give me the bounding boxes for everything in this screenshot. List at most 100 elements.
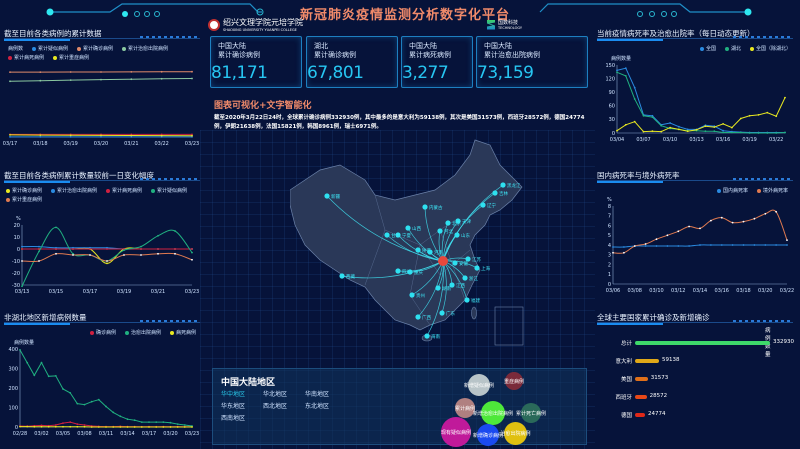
- data-point[interactable]: [191, 133, 193, 136]
- data-point[interactable]: [130, 136, 133, 138]
- data-point[interactable]: [191, 134, 193, 137]
- data-point[interactable]: [784, 131, 786, 134]
- region-item[interactable]: 华南地区: [305, 391, 330, 398]
- data-point[interactable]: [19, 425, 21, 428]
- city-marker[interactable]: [407, 269, 413, 275]
- data-point[interactable]: [69, 425, 72, 428]
- data-point[interactable]: [9, 80, 11, 83]
- data-point[interactable]: [678, 125, 680, 128]
- data-point[interactable]: [191, 258, 193, 261]
- data-point[interactable]: [39, 71, 42, 73]
- data-point[interactable]: [62, 425, 64, 428]
- data-point[interactable]: [130, 134, 133, 137]
- data-point[interactable]: [713, 130, 716, 133]
- data-point[interactable]: [739, 131, 742, 134]
- data-point[interactable]: [731, 126, 733, 129]
- data-point[interactable]: [612, 251, 614, 254]
- data-point[interactable]: [126, 426, 129, 428]
- data-point[interactable]: [713, 126, 716, 128]
- data-point[interactable]: [775, 210, 777, 213]
- data-point[interactable]: [766, 132, 769, 134]
- data-point[interactable]: [39, 134, 42, 136]
- city-marker[interactable]: [405, 225, 411, 231]
- data-point[interactable]: [660, 130, 663, 133]
- data-point[interactable]: [624, 123, 627, 126]
- data-point[interactable]: [106, 262, 108, 265]
- data-point[interactable]: [155, 426, 158, 428]
- data-point[interactable]: [21, 260, 23, 262]
- data-point[interactable]: [21, 245, 23, 248]
- data-point[interactable]: [106, 248, 108, 250]
- data-point[interactable]: [105, 426, 107, 428]
- data-point[interactable]: [38, 250, 40, 253]
- legend-item[interactable]: 治愈出院病例: [125, 329, 161, 336]
- data-point[interactable]: [9, 136, 11, 138]
- data-point[interactable]: [669, 122, 671, 124]
- data-point[interactable]: [757, 114, 760, 116]
- city-marker[interactable]: [449, 282, 455, 288]
- data-point[interactable]: [633, 245, 636, 247]
- city-marker[interactable]: [435, 285, 441, 291]
- data-point[interactable]: [90, 400, 93, 403]
- city-marker[interactable]: [454, 232, 460, 238]
- stat-card[interactable]: 中国大陆 累计确诊病例 81,171: [210, 36, 302, 88]
- data-point[interactable]: [720, 244, 723, 246]
- data-point[interactable]: [47, 425, 50, 428]
- data-point[interactable]: [133, 426, 136, 428]
- data-point[interactable]: [76, 423, 79, 425]
- city-marker[interactable]: [339, 273, 345, 279]
- data-point[interactable]: [69, 392, 72, 394]
- stat-card[interactable]: 中国大陆 累计病死病例 3,277: [401, 36, 473, 88]
- data-point[interactable]: [176, 426, 179, 428]
- data-point[interactable]: [742, 220, 745, 223]
- data-point[interactable]: [710, 244, 712, 246]
- data-point[interactable]: [183, 424, 186, 426]
- data-point[interactable]: [191, 248, 193, 250]
- data-point[interactable]: [174, 248, 176, 250]
- data-point[interactable]: [704, 125, 707, 128]
- data-point[interactable]: [62, 422, 64, 424]
- legend-item[interactable]: 全国（除湖北）: [750, 45, 791, 52]
- data-point[interactable]: [106, 260, 108, 262]
- legend-item[interactable]: 全国: [700, 45, 716, 52]
- legend-item[interactable]: 确诊病例: [90, 329, 116, 336]
- data-point[interactable]: [722, 129, 724, 132]
- data-point[interactable]: [97, 398, 100, 401]
- data-point[interactable]: [686, 130, 689, 133]
- data-point[interactable]: [39, 79, 42, 82]
- legend-item[interactable]: 累计疑似病例: [151, 187, 187, 194]
- legend-item[interactable]: 累计治愈出院病例: [51, 187, 97, 194]
- city-marker[interactable]: [424, 333, 430, 339]
- region-item[interactable]: 华中地区: [221, 391, 246, 398]
- legend-item[interactable]: 国内病死率: [717, 187, 748, 194]
- data-point[interactable]: [169, 426, 172, 428]
- data-point[interactable]: [710, 219, 712, 222]
- city-marker[interactable]: [455, 218, 461, 224]
- data-point[interactable]: [616, 129, 618, 132]
- data-point[interactable]: [140, 421, 143, 423]
- data-point[interactable]: [162, 421, 165, 423]
- city-marker[interactable]: [324, 193, 330, 199]
- data-point[interactable]: [677, 245, 680, 247]
- data-point[interactable]: [38, 248, 40, 250]
- data-point[interactable]: [169, 421, 172, 424]
- data-point[interactable]: [26, 361, 29, 364]
- data-point[interactable]: [160, 70, 163, 73]
- data-point[interactable]: [69, 71, 72, 73]
- data-point[interactable]: [133, 419, 136, 422]
- city-marker[interactable]: [415, 314, 421, 320]
- data-point[interactable]: [160, 136, 163, 138]
- data-point[interactable]: [722, 131, 724, 134]
- data-point[interactable]: [40, 424, 43, 427]
- data-point[interactable]: [688, 225, 690, 228]
- data-point[interactable]: [69, 421, 72, 423]
- city-marker[interactable]: [415, 247, 421, 253]
- data-point[interactable]: [69, 136, 72, 138]
- data-point[interactable]: [786, 244, 788, 246]
- data-point[interactable]: [33, 374, 36, 377]
- bar[interactable]: [635, 341, 770, 345]
- bar[interactable]: [635, 413, 645, 417]
- city-marker[interactable]: [427, 249, 433, 255]
- data-point[interactable]: [775, 244, 777, 246]
- data-point[interactable]: [97, 426, 100, 428]
